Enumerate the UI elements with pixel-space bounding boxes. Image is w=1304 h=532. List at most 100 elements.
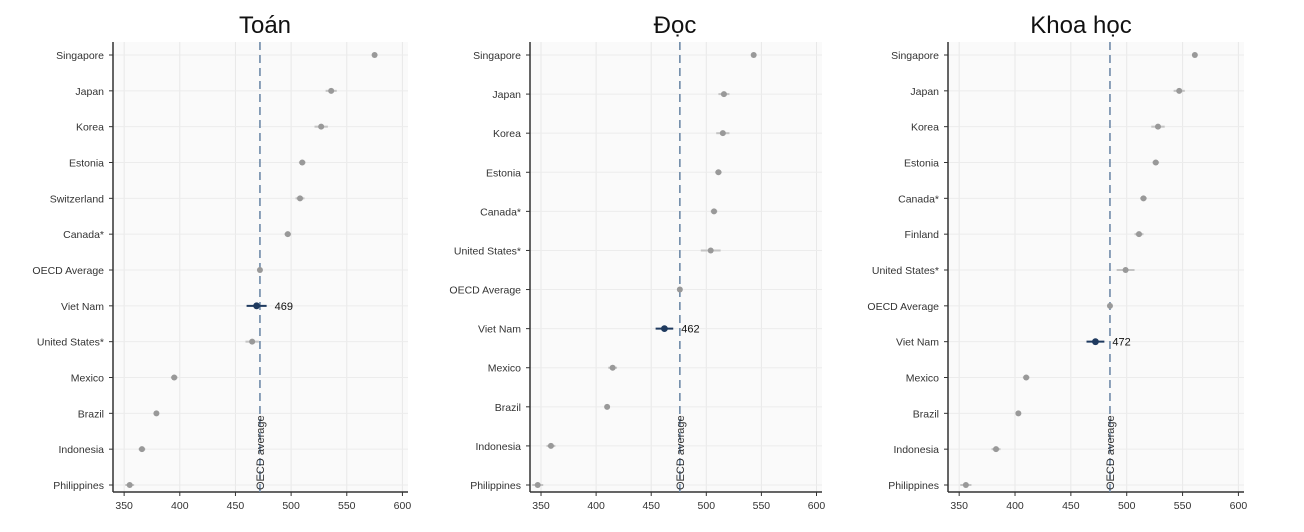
plot-area bbox=[948, 42, 1244, 492]
data-point bbox=[1136, 231, 1143, 238]
data-point bbox=[1140, 195, 1147, 202]
data-point bbox=[1092, 338, 1099, 346]
data-point bbox=[126, 482, 133, 488]
y-tick-label: United States* bbox=[37, 337, 104, 349]
y-tick-label: Japan bbox=[75, 86, 104, 98]
y-tick-label: Canada* bbox=[480, 206, 521, 218]
y-tick-label: Korea bbox=[911, 122, 939, 134]
oecd-average-label: OECD average bbox=[1105, 415, 1117, 490]
data-point bbox=[249, 338, 256, 345]
x-tick-label: 600 bbox=[1230, 500, 1248, 512]
x-tick-label: 550 bbox=[753, 500, 771, 512]
plot-area bbox=[530, 42, 822, 492]
y-tick-label: Finland bbox=[905, 229, 940, 241]
data-point bbox=[750, 52, 757, 58]
y-tick-label: OECD Average bbox=[449, 285, 521, 297]
data-point bbox=[1122, 267, 1129, 273]
data-point bbox=[284, 231, 291, 238]
x-tick-label: 500 bbox=[1118, 500, 1136, 512]
panel-title: Đọc bbox=[653, 12, 697, 39]
y-tick-label: OECD Average bbox=[867, 301, 939, 313]
y-tick-label: Indonesia bbox=[893, 444, 939, 456]
y-tick-label: OECD Average bbox=[32, 265, 104, 277]
y-tick-label: Switzerland bbox=[50, 193, 104, 205]
data-point bbox=[318, 123, 325, 130]
y-tick-label: Mexico bbox=[488, 363, 521, 375]
y-tick-label: Philippines bbox=[888, 480, 939, 492]
x-tick-label: 500 bbox=[282, 500, 300, 512]
data-point bbox=[711, 208, 718, 215]
x-tick-label: 350 bbox=[115, 500, 133, 512]
data-point bbox=[1154, 123, 1161, 130]
x-tick-label: 600 bbox=[394, 500, 412, 512]
y-tick-label: Mexico bbox=[906, 373, 939, 385]
oecd-average-label: OECD average bbox=[255, 415, 267, 490]
data-point bbox=[171, 374, 178, 381]
panel-reading: Đọc 350 400 450 500 550 600 Singapore Japan Kore… bbox=[430, 0, 860, 532]
data-point bbox=[962, 482, 969, 488]
data-point bbox=[256, 267, 263, 273]
x-tick-label: 450 bbox=[642, 500, 660, 512]
y-tick-label: Indonesia bbox=[475, 441, 521, 453]
y-tick-label: Philippines bbox=[53, 480, 104, 492]
y-tick-label: Canada* bbox=[63, 229, 104, 241]
y-tick-label: Estonia bbox=[69, 158, 104, 170]
data-point bbox=[604, 403, 611, 410]
data-point bbox=[676, 286, 683, 293]
x-tick-label: 450 bbox=[227, 500, 245, 512]
data-point bbox=[297, 195, 304, 202]
data-point bbox=[534, 482, 541, 488]
y-tick-label: Mexico bbox=[71, 373, 104, 385]
data-point bbox=[1152, 159, 1159, 166]
data-point bbox=[371, 52, 378, 58]
y-tick-label: Brazil bbox=[913, 408, 939, 420]
x-tick-label: 350 bbox=[950, 500, 968, 512]
data-label: 469 bbox=[275, 301, 293, 313]
x-tick-label: 350 bbox=[532, 500, 550, 512]
data-point bbox=[719, 130, 726, 137]
data-point bbox=[715, 169, 722, 176]
y-tick-label: Philippines bbox=[470, 480, 521, 492]
y-tick-label: Estonia bbox=[904, 158, 939, 170]
data-point bbox=[153, 410, 160, 417]
panel-science: Khoa học 350 400 450 500 550 600 Singapore Japa… bbox=[866, 0, 1296, 532]
data-point bbox=[328, 87, 335, 94]
data-point bbox=[299, 159, 306, 166]
data-point bbox=[661, 325, 668, 333]
y-tick-label: United States* bbox=[454, 245, 521, 257]
data-point bbox=[720, 91, 727, 98]
y-tick-label: Viet Nam bbox=[478, 324, 521, 336]
x-tick-label: 500 bbox=[698, 500, 716, 512]
y-tick-label: Japan bbox=[910, 86, 939, 98]
data-point bbox=[1023, 374, 1030, 381]
chart-science: 350 400 450 500 550 600 Singapore Japan Korea Est… bbox=[867, 42, 1248, 512]
y-tick-label: Estonia bbox=[486, 167, 521, 179]
y-tick-label: Canada* bbox=[898, 193, 939, 205]
y-tick-label: Korea bbox=[493, 128, 521, 140]
data-point bbox=[1176, 87, 1183, 94]
chart-reading: 350 400 450 500 550 600 Singapore Japan Korea Est… bbox=[449, 42, 825, 512]
x-tick-label: 450 bbox=[1062, 500, 1080, 512]
x-tick-label: 400 bbox=[587, 500, 605, 512]
data-point bbox=[609, 364, 616, 371]
data-point bbox=[1191, 52, 1198, 58]
chart-math: 350 400 450 500 550 600 Singapore Japan Korea Est… bbox=[32, 42, 412, 512]
x-tick-label: 400 bbox=[171, 500, 189, 512]
x-tick-label: 550 bbox=[1174, 500, 1192, 512]
x-tick-label: 550 bbox=[338, 500, 356, 512]
data-label: 472 bbox=[1112, 337, 1130, 349]
y-tick-label: Brazil bbox=[78, 408, 104, 420]
y-tick-label: Brazil bbox=[495, 402, 521, 414]
data-point bbox=[1106, 302, 1113, 309]
data-point bbox=[993, 446, 1000, 453]
y-tick-label: Viet Nam bbox=[61, 301, 104, 313]
data-point bbox=[707, 247, 714, 254]
panel-title: Khoa học bbox=[1030, 12, 1132, 39]
y-tick-label: Singapore bbox=[56, 50, 104, 62]
oecd-average-label: OECD average bbox=[675, 415, 687, 490]
y-tick-label: United States* bbox=[872, 265, 939, 277]
data-point bbox=[253, 302, 261, 310]
data-point bbox=[138, 446, 145, 453]
y-tick-label: Singapore bbox=[891, 50, 939, 62]
y-tick-label: Indonesia bbox=[58, 444, 104, 456]
